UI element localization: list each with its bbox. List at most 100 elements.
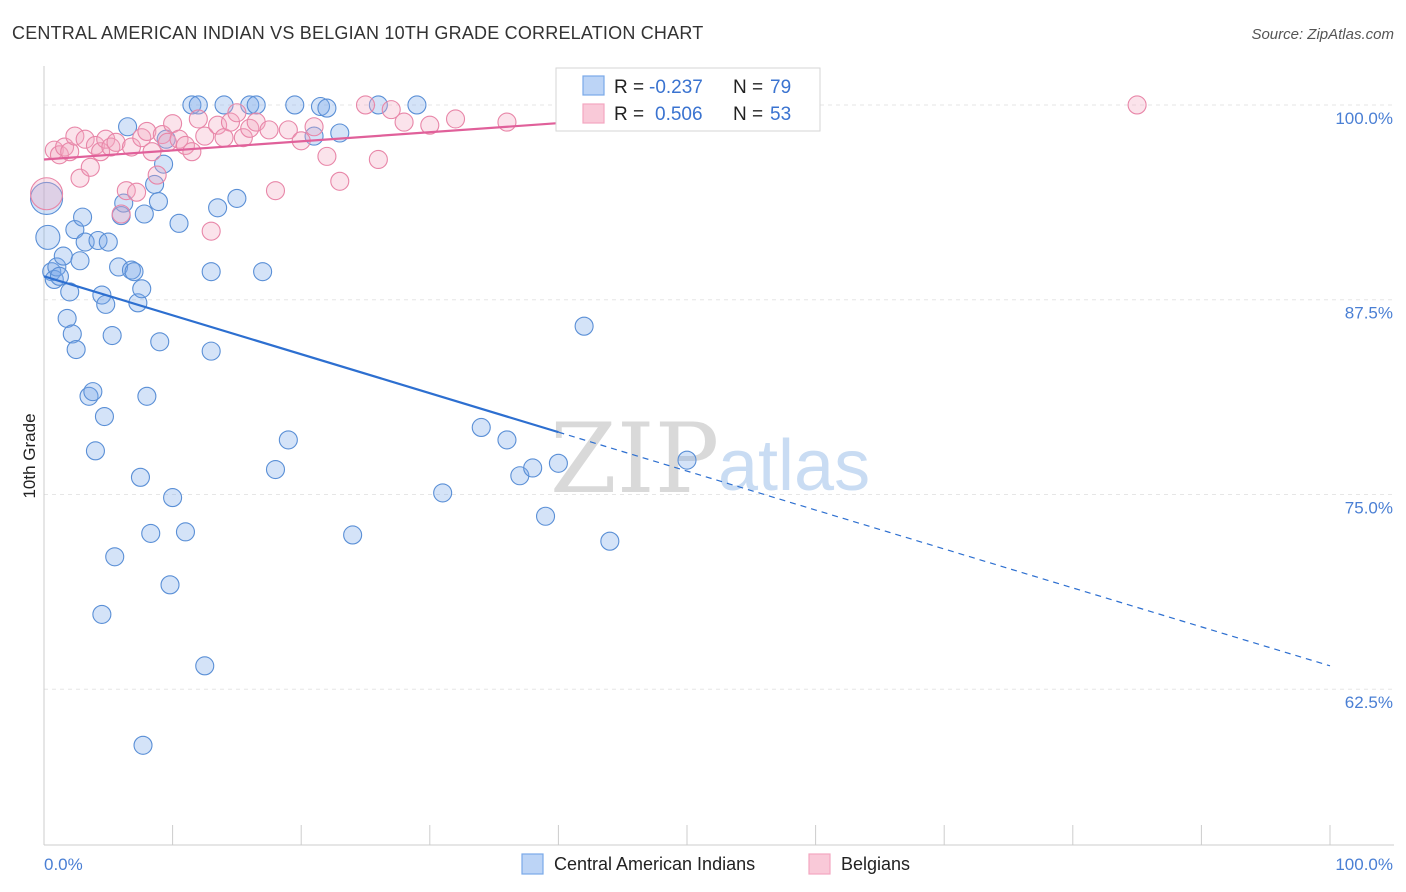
point-belgians-7 [75, 129, 95, 149]
point-belgians-9 [85, 135, 105, 156]
point-belgians-38 [259, 120, 279, 140]
point-central-american-indians-13 [73, 207, 93, 227]
y-axis-label: 10th Grade [20, 413, 39, 498]
point-central-american-indians-45 [182, 95, 202, 115]
point-central-american-indians-62 [343, 525, 363, 545]
point-belgians-13 [106, 132, 126, 152]
point-central-american-indians-8 [57, 308, 77, 328]
stats-legend-r-value-2: 0.506 [655, 104, 703, 125]
point-central-american-indians-30 [124, 262, 144, 282]
stats-legend-r-value-1: -0.237 [649, 77, 703, 98]
point-central-american-indians-23 [102, 325, 122, 346]
point-central-american-indians-19 [92, 285, 112, 305]
point-central-american-indians-54 [246, 95, 266, 115]
point-belgians-51 [497, 112, 517, 132]
trend-line-dashed-central-american-indians [558, 431, 1331, 667]
point-central-american-indians-46 [188, 95, 208, 115]
x-tick-label-1: 100.0% [1335, 855, 1393, 874]
point-central-american-indians-50 [208, 198, 228, 218]
point-belgians-42 [304, 117, 324, 137]
point-central-american-indians-22 [98, 232, 118, 252]
point-belgians-49 [420, 115, 440, 135]
point-belgians-17 [127, 182, 147, 202]
point-central-american-indians-21 [94, 406, 114, 427]
gridlines [44, 104, 1394, 690]
point-central-american-indians-0 [30, 181, 64, 215]
stats-legend-r-label-1: R = [614, 77, 644, 98]
point-belgians-4 [60, 142, 80, 162]
legend-swatch-belgians [808, 853, 831, 875]
stats-legend-n-value-1: 79 [770, 77, 791, 98]
y-tick-label-1: 87.5% [1345, 304, 1393, 323]
point-central-american-indians-71 [535, 506, 556, 526]
point-belgians-50 [445, 109, 466, 129]
point-belgians-39 [265, 181, 286, 201]
point-central-american-indians-10 [66, 340, 86, 360]
stats-legend-n-label-1: N = [733, 77, 763, 98]
point-central-american-indians-35 [141, 523, 161, 543]
point-central-american-indians-34 [137, 386, 157, 406]
point-central-american-indians-33 [134, 204, 154, 224]
point-central-american-indians-38 [150, 332, 170, 352]
point-central-american-indians-76 [92, 604, 112, 624]
point-central-american-indians-28 [118, 117, 138, 137]
legend-label-belgians: Belgians [841, 854, 910, 874]
point-central-american-indians-73 [574, 316, 594, 336]
point-central-american-indians-66 [433, 483, 453, 503]
point-belgians-15 [116, 181, 136, 201]
point-belgians-28 [188, 109, 208, 129]
y-tick-label-0: 100.0% [1335, 109, 1393, 128]
point-belgians-35 [233, 128, 253, 148]
point-central-american-indians-55 [253, 262, 273, 282]
point-belgians-47 [381, 100, 401, 120]
stats-legend-r-label-2: R = [614, 104, 644, 125]
stats-legend-swatch-pink [582, 103, 605, 124]
point-central-american-indians-68 [497, 430, 517, 450]
point-belgians-52 [1127, 95, 1147, 115]
point-central-american-indians-1 [35, 224, 61, 250]
point-central-american-indians-57 [278, 430, 298, 450]
point-central-american-indians-43 [169, 213, 189, 233]
legend-label-central-american-indians: Central American Indians [554, 854, 755, 874]
point-belgians-33 [220, 112, 241, 132]
watermark-zip: ZIP [550, 403, 719, 515]
y-tick-label-2: 75.0% [1345, 498, 1393, 517]
point-belgians-8 [80, 157, 100, 177]
point-central-american-indians-78 [133, 735, 153, 755]
point-central-american-indians-32 [132, 279, 152, 299]
stats-legend-swatch-blue [582, 75, 605, 96]
x-tick-label-0: 0.0% [44, 855, 83, 874]
x-tick-labels: 0.0% 100.0% [44, 855, 1393, 874]
stats-legend-n-label-2: N = [733, 104, 763, 125]
watermark: ZIP atlas [550, 403, 870, 515]
point-central-american-indians-74 [600, 531, 620, 551]
chart-source: Source: ZipAtlas.com [1251, 26, 1394, 43]
y-tick-labels: 100.0% 87.5% 75.0% 62.5% [1335, 109, 1393, 712]
point-belgians-19 [137, 121, 157, 141]
point-central-american-indians-49 [201, 341, 221, 361]
point-central-american-indians-12 [70, 251, 90, 271]
point-belgians-27 [182, 142, 202, 162]
point-central-american-indians-72 [548, 453, 568, 473]
point-belgians-29 [195, 126, 215, 146]
point-central-american-indians-16 [83, 382, 103, 402]
point-belgians-34 [227, 103, 247, 123]
point-central-american-indians-24 [105, 547, 125, 567]
point-central-american-indians-44 [175, 522, 196, 542]
point-central-american-indians-5 [49, 266, 69, 286]
point-belgians-0 [30, 177, 64, 211]
point-central-american-indians-9 [62, 324, 82, 344]
point-central-american-indians-67 [471, 417, 491, 438]
point-belgians-18 [132, 128, 152, 148]
point-central-american-indians-52 [227, 188, 247, 208]
point-belgians-45 [355, 95, 376, 115]
axes [43, 66, 1394, 846]
point-central-american-indians-58 [285, 95, 305, 115]
point-central-american-indians-47 [195, 656, 215, 676]
stats-legend-n-value-2: 53 [770, 104, 791, 125]
series-legend: Central American Indians Belgians [521, 853, 910, 875]
point-belgians-14 [111, 204, 131, 224]
point-central-american-indians-77 [130, 467, 150, 487]
point-belgians-30 [201, 221, 221, 241]
legend-swatch-central-american-indians [521, 853, 544, 875]
